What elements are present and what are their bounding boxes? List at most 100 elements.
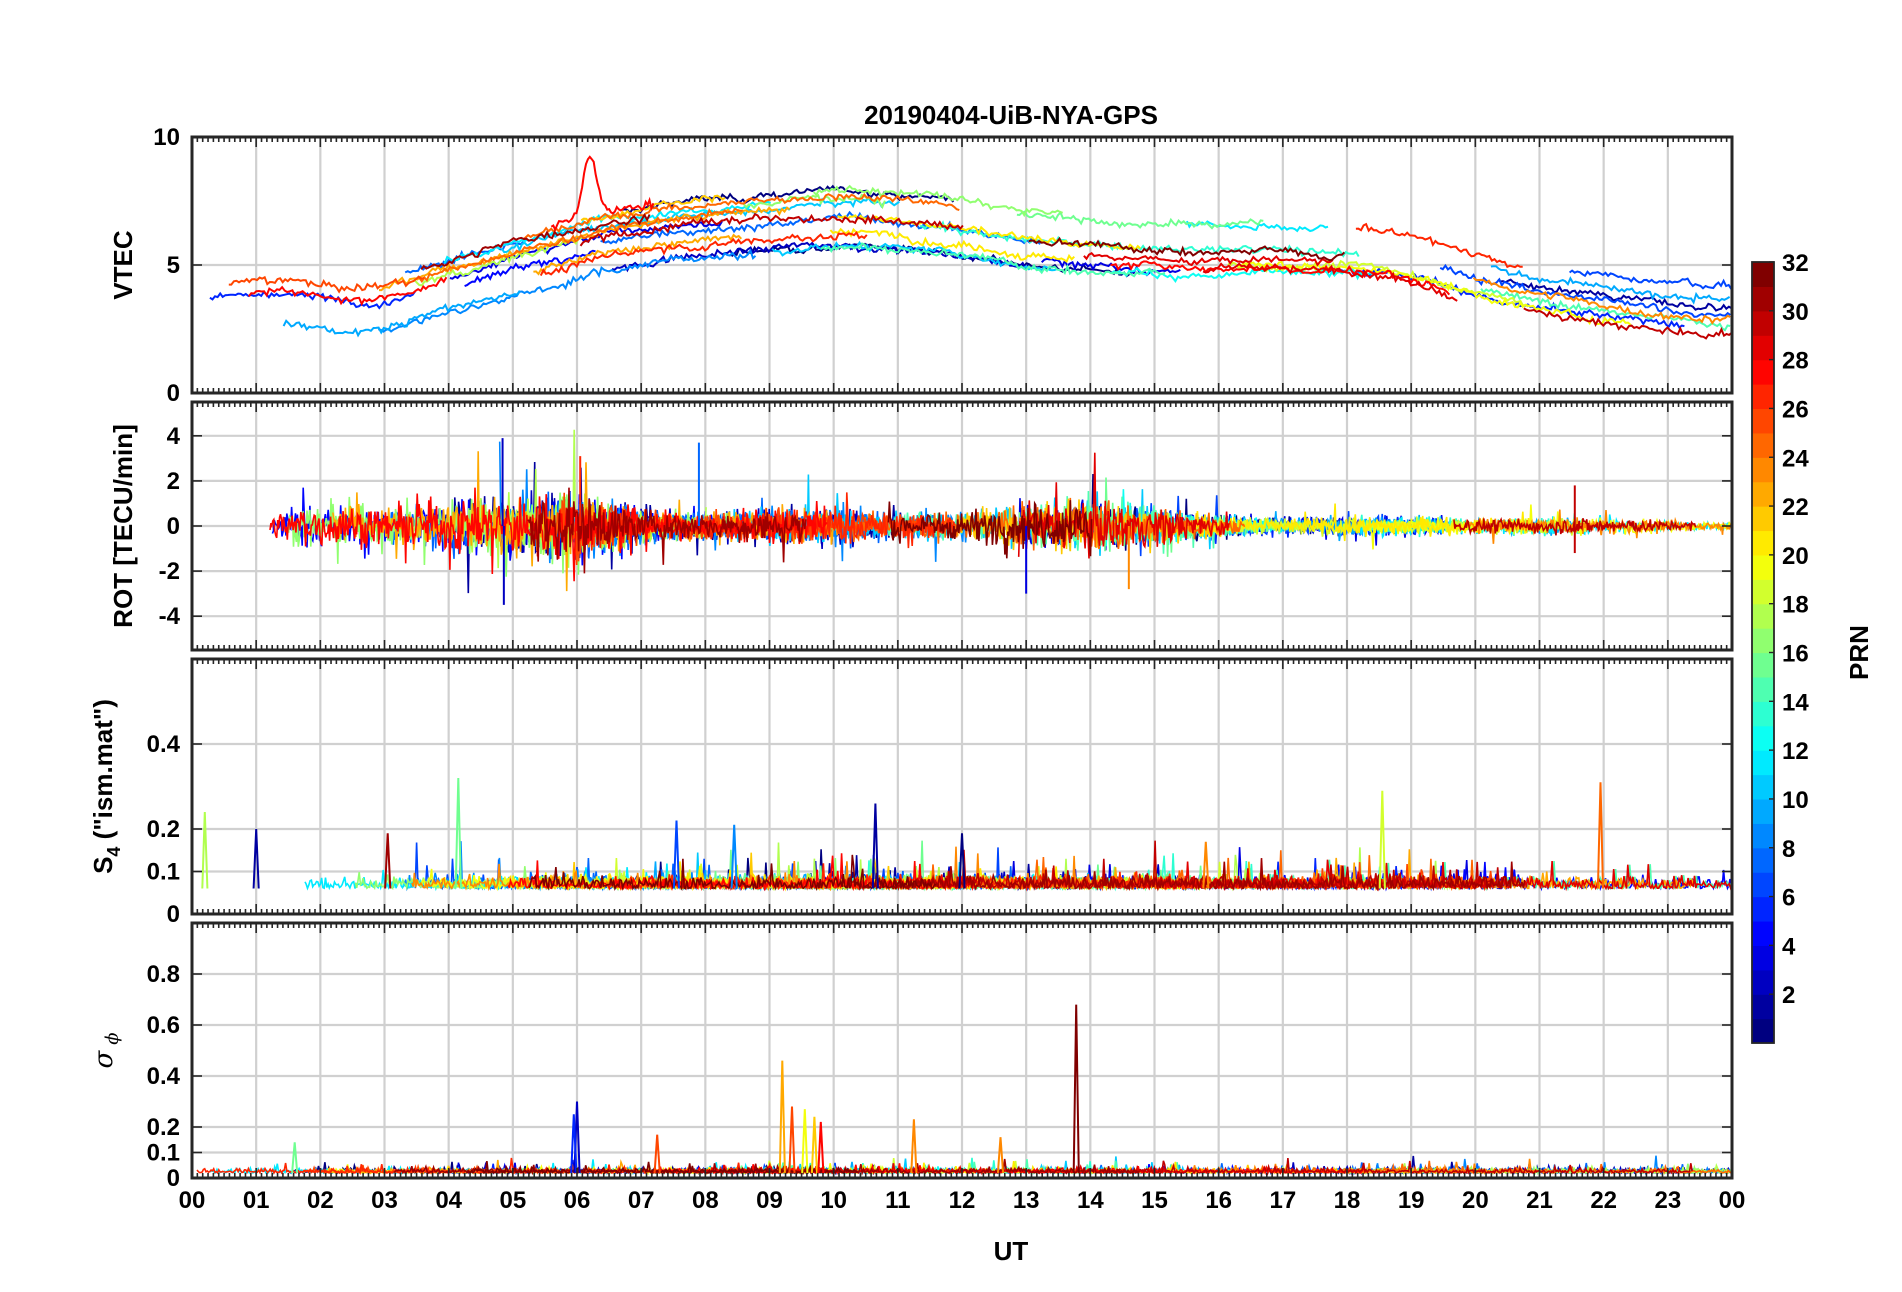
vtec-series-prn-20 [1237, 260, 1632, 326]
vtec-series-prn-19 [1227, 259, 1529, 308]
vtec-series-prn-2 [1497, 278, 1732, 312]
y-tick-label: -4 [159, 603, 181, 630]
grid-lines [192, 659, 1732, 914]
series-group [269, 429, 1732, 605]
y-ticks: 0 5 10 [153, 124, 1732, 407]
x-ticks [191, 137, 1733, 393]
x-ticks [191, 402, 1733, 650]
x-tick-label: 18 [1334, 1187, 1361, 1214]
y-tick-label: 0 [167, 901, 180, 928]
colorbar-segment [1752, 920, 1774, 946]
s4-spike [871, 803, 879, 889]
colorbar-segment [1752, 408, 1774, 434]
sigma_phi-spike [778, 1060, 786, 1173]
sigma_phi-spike [810, 1116, 818, 1173]
colorbar-tick-label: 24 [1782, 445, 1809, 472]
panel-rot: -4 -2 0 2 4 ROT [TECU/min] [108, 400, 1734, 652]
x-tick-label: 16 [1205, 1187, 1232, 1214]
colorbar-tick-label: 8 [1782, 836, 1795, 863]
colorbar-segment [1752, 286, 1774, 312]
x-tick-label: 22 [1590, 1187, 1617, 1214]
colorbar-tick-label: 26 [1782, 396, 1809, 423]
vtec-series-prn-15 [1480, 288, 1731, 332]
vtec-series-prn-30 [1523, 307, 1732, 340]
vtec-series-prn-28 [247, 276, 448, 307]
series-group [209, 155, 1732, 340]
sigma_phi-series-prn-32 [466, 1161, 859, 1175]
series-group [196, 1004, 1732, 1176]
x-tick-label: 15 [1141, 1187, 1168, 1214]
colorbar-segment [1752, 530, 1774, 556]
vtec-series-prn-6 [209, 290, 417, 310]
vtec-series-prn-21 [837, 214, 1141, 252]
colorbar-tick-label: 30 [1782, 299, 1809, 326]
panel-sigma_phi: 00.10.2 0.4 0.6 0.8 σϕ 00 01 02 03 04 05 06 07 08 09 10… [89, 921, 1746, 1214]
vtec-series-prn-9 [378, 248, 757, 333]
sigma_phi-spike [653, 1134, 661, 1173]
vtec-series-prn-30 [579, 212, 964, 247]
colorbar-tick-label: 22 [1782, 494, 1809, 521]
x-tick-label: 05 [499, 1187, 526, 1214]
colorbar-segment [1752, 994, 1774, 1020]
colorbar-tick-label: 28 [1782, 348, 1809, 375]
s4-spike [384, 833, 392, 889]
colorbar-segment [1752, 628, 1774, 654]
vtec-series-prn-25 [418, 207, 743, 284]
s4-spike [1596, 782, 1604, 889]
colorbar-segment [1752, 896, 1774, 922]
rot-series-prn-31 [527, 487, 807, 574]
colorbar-tick-label: 6 [1782, 885, 1795, 912]
vtec-series-prn-32 [1028, 236, 1346, 262]
y-axis-label: VTEC [108, 230, 138, 300]
y-tick-label: 5 [167, 252, 180, 279]
y-tick-label: -2 [159, 558, 180, 585]
vtec-series-prn-29 [1083, 251, 1334, 267]
x-tick-label: 00 [1719, 1187, 1746, 1214]
x-tick-label: 21 [1526, 1187, 1553, 1214]
y-axis-label: S4 ("ism.mat") [88, 699, 124, 874]
vtec-series-prn-15 [820, 242, 1166, 278]
colorbar-segment [1752, 652, 1774, 678]
colorbar-segment [1752, 872, 1774, 898]
vtec-series-prn-27 [539, 231, 868, 277]
vtec-series-prn-26 [228, 275, 425, 294]
x-tick-label: 14 [1077, 1187, 1104, 1214]
x-tick-label: 10 [820, 1187, 847, 1214]
colorbar-segment [1752, 359, 1774, 385]
colorbar-segment [1752, 262, 1774, 288]
y-tick-label: 0.1 [147, 859, 180, 886]
vtec-series-prn-29 [1202, 262, 1458, 302]
colorbar-label: PRN [1844, 625, 1874, 680]
chart-title: 20190404-UiB-NYA-GPS [864, 100, 1158, 130]
colorbar-segment [1752, 798, 1774, 824]
y-tick-label: 2 [167, 468, 180, 495]
x-tick-label: 04 [435, 1187, 462, 1214]
vtec-series-prn-24 [1472, 277, 1731, 325]
y-tick-label: 0.2 [147, 1114, 180, 1141]
sigma_phi-spike [1072, 1004, 1080, 1173]
y-tick-label: 0.4 [147, 731, 181, 758]
sigma_phi-spike [817, 1121, 825, 1173]
colorbar-segment [1752, 945, 1774, 971]
vtec-series-prn-31 [420, 213, 651, 271]
x-tick-label: 09 [756, 1187, 783, 1214]
s4-spike [252, 828, 260, 889]
vtec-series-prn-16 [1016, 210, 1264, 230]
x-tick-label: 08 [692, 1187, 719, 1214]
x-tick-label: 12 [949, 1187, 976, 1214]
colorbar-tick-label: 4 [1782, 933, 1796, 960]
x-ticks [191, 659, 1733, 914]
colorbar-segment [1752, 335, 1774, 361]
colorbar-segment [1752, 481, 1774, 507]
sigma_phi-spike [910, 1119, 918, 1173]
y-tick-label: 0 [167, 513, 180, 540]
vtec-series-prn-7 [1439, 263, 1731, 318]
vtec-series-prn-17 [743, 193, 886, 210]
vtec-series-prn-13 [1110, 266, 1374, 283]
y-tick-label: 4 [167, 423, 181, 450]
y-tick-label: 0 [167, 380, 180, 407]
vtec-series-prn-23 [533, 233, 743, 276]
y-tick-label: 0.1 [147, 1140, 180, 1167]
